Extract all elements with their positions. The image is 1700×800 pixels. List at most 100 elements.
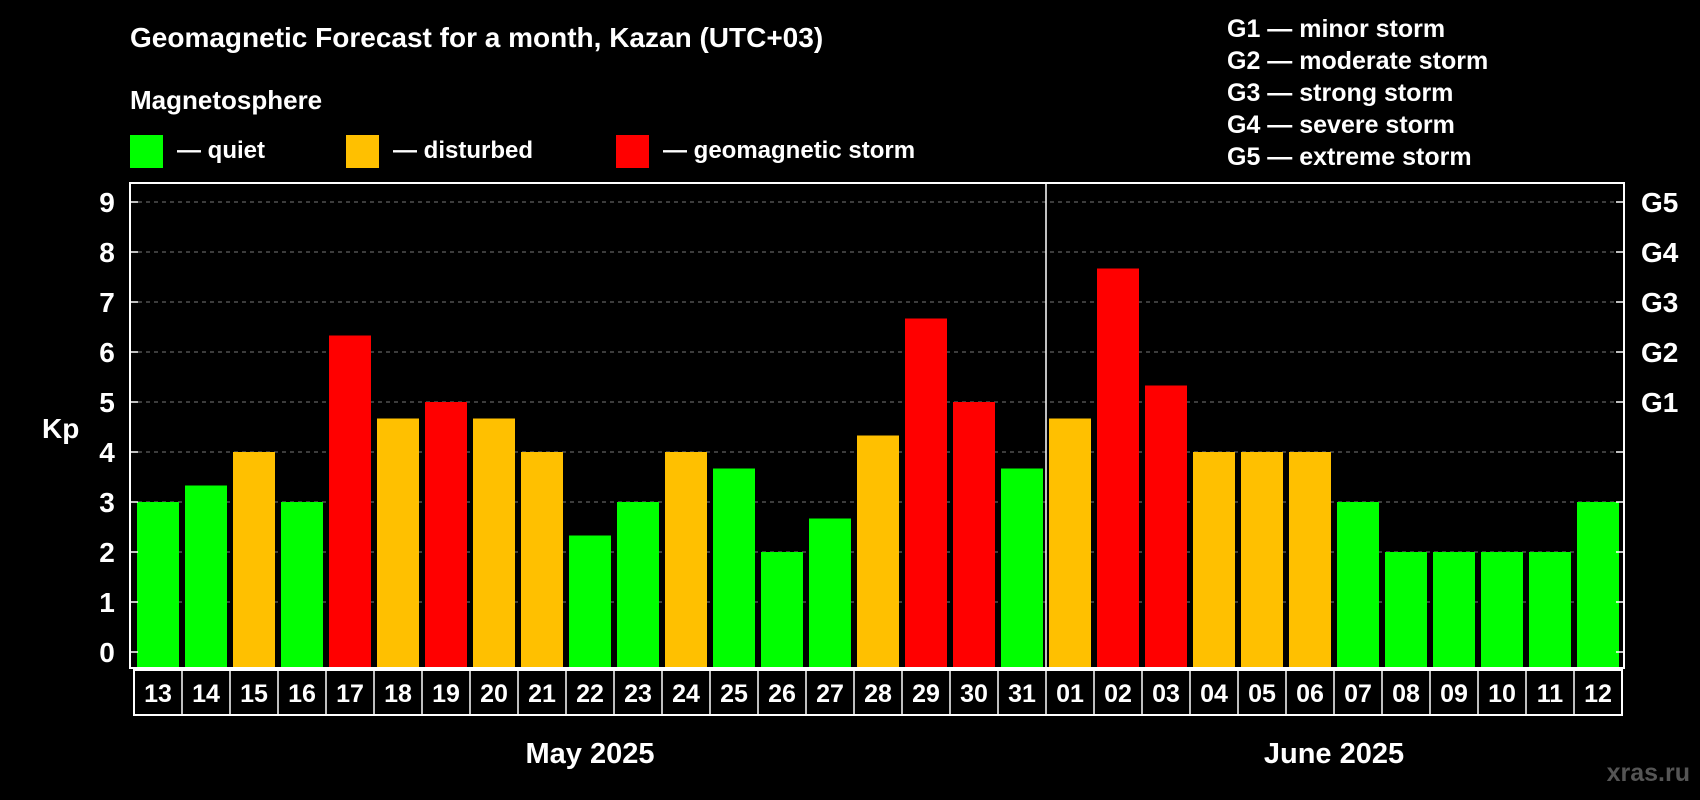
legend-label-storm: — geomagnetic storm [663,137,915,164]
bar-29 [905,318,947,668]
right-tick-g5: G5 [1641,187,1678,218]
bar-10 [1481,552,1523,668]
bar-15 [233,452,275,668]
date-label-04: 04 [1200,680,1228,708]
month-labels: May 2025 June 2025 [526,738,1405,770]
bar-20 [473,418,515,668]
bar-22 [569,535,611,668]
date-label-07: 07 [1344,680,1372,708]
month-label-1: June 2025 [1264,738,1404,770]
legend-swatch-disturbed [346,135,379,168]
storm-scale-g1: G1 — minor storm [1227,15,1445,43]
bar-16 [281,502,323,668]
y-tick-labels: 0 1 2 3 4 5 6 7 8 9 [99,187,115,668]
bar-08 [1385,552,1427,668]
date-label-05: 05 [1248,680,1276,708]
watermark: xras.ru [1607,759,1690,787]
bar-13 [137,502,179,668]
legend: — quiet — disturbed — geomagnetic storm [130,135,915,168]
date-label-11: 11 [1537,680,1564,708]
date-label-28: 28 [864,680,892,708]
bar-26 [761,552,803,668]
plot-frame [129,182,1625,669]
date-label-13: 13 [144,680,172,708]
date-label-29: 29 [912,680,940,708]
y-tick-6: 6 [99,337,115,368]
date-label-24: 24 [672,680,700,708]
date-label-17: 17 [336,680,364,708]
legend-swatch-storm [616,135,649,168]
y-tick-4: 4 [99,437,115,468]
date-label-30: 30 [960,680,988,708]
y-tick-3: 3 [99,487,115,518]
date-label-06: 06 [1296,680,1324,708]
bar-31 [1001,468,1043,668]
y-tick-7: 7 [99,287,115,318]
legend-label-quiet: — quiet [177,137,265,164]
bar-21 [521,452,563,668]
bar-19 [425,402,467,668]
date-label-02: 02 [1104,680,1132,708]
date-label-19: 19 [432,680,460,708]
bars [137,268,1619,668]
y-axis-label: Kp [42,413,79,444]
date-label-box [133,669,1623,716]
date-label-09: 09 [1440,680,1468,708]
y-tick-0: 0 [99,637,115,668]
bar-18 [377,418,419,668]
date-label-25: 25 [720,680,748,708]
date-label-26: 26 [768,680,796,708]
date-label-12: 12 [1584,680,1612,708]
bar-28 [857,435,899,668]
storm-scale-g5: G5 — extreme storm [1227,143,1472,171]
date-label-21: 21 [528,680,556,708]
bar-07 [1337,502,1379,668]
axes [129,182,1625,716]
y-tick-8: 8 [99,237,115,268]
date-label-01: 01 [1056,680,1084,708]
bar-23 [617,502,659,668]
y-tick-1: 1 [99,587,115,618]
legend-heading: Magnetosphere [130,85,322,115]
bar-05 [1241,452,1283,668]
date-label-22: 22 [576,680,604,708]
y-tick-2: 2 [99,537,115,568]
bar-27 [809,518,851,668]
right-tick-labels: G1 G2 G3 G4 G5 [1641,187,1679,418]
bar-14 [185,485,227,668]
storm-scale-g2: G2 — moderate storm [1227,47,1488,75]
date-label-16: 16 [288,680,316,708]
bar-25 [713,468,755,668]
date-label-18: 18 [384,680,412,708]
date-label-31: 31 [1008,680,1036,708]
right-tick-g4: G4 [1641,237,1679,268]
storm-scale-list: G1 — minor storm G2 — moderate storm G3 … [1227,15,1488,171]
bar-02 [1097,268,1139,668]
date-label-27: 27 [816,680,844,708]
bar-17 [329,335,371,668]
y-tick-5: 5 [99,387,115,418]
y-tick-9: 9 [99,187,115,218]
bar-03 [1145,385,1187,668]
right-tick-g1: G1 [1641,387,1678,418]
storm-scale-g4: G4 — severe storm [1227,111,1455,139]
bar-09 [1433,552,1475,668]
month-label-0: May 2025 [526,738,655,770]
bar-01 [1049,418,1091,668]
right-tick-g3: G3 [1641,287,1678,318]
right-tick-g2: G2 [1641,337,1678,368]
legend-label-disturbed: — disturbed [393,137,533,164]
date-label-15: 15 [240,680,268,708]
date-label-20: 20 [480,680,508,708]
legend-swatch-quiet [130,135,163,168]
bar-24 [665,452,707,668]
bar-30 [953,402,995,668]
x-tick-labels: 13 14 15 16 17 18 19 20 21 22 23 24 25 26 27 28 29 30 31 01… [144,680,1612,708]
bar-11 [1529,552,1571,668]
date-label-23: 23 [624,680,652,708]
bar-12 [1577,502,1619,668]
date-label-03: 03 [1152,680,1180,708]
storm-scale-g3: G3 — strong storm [1227,79,1453,107]
bar-06 [1289,452,1331,668]
